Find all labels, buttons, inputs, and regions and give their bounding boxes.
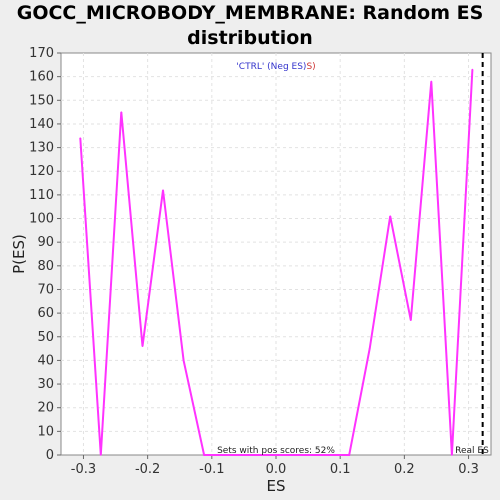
x-tick-label: -0.1 — [199, 462, 224, 477]
y-tick-label: 160 — [29, 70, 54, 85]
y-tick-label: 170 — [29, 46, 54, 61]
series-layer — [79, 53, 484, 456]
y-tick-label: 90 — [37, 235, 54, 250]
data-point — [348, 454, 350, 456]
x-axis-label: ES — [267, 477, 286, 495]
data-point — [224, 454, 227, 456]
data-point — [368, 347, 371, 350]
axes: 0 10 20 30 40 50 60 70 80 90 100 110 120 130 140 150 160… — [29, 46, 479, 477]
y-tick-label: 100 — [29, 212, 54, 227]
data-point — [79, 137, 82, 139]
x-tick-label: 0.2 — [394, 462, 415, 477]
legend-entry-suffix: S) — [306, 62, 315, 72]
data-point — [306, 454, 309, 456]
data-point — [203, 454, 205, 456]
data-point — [286, 454, 288, 456]
data-point — [327, 454, 329, 456]
y-tick-label: 130 — [29, 141, 54, 156]
x-tick-label: -0.2 — [135, 462, 160, 477]
x-tick-label: 0.3 — [458, 462, 479, 477]
data-point — [120, 111, 123, 113]
y-tick-label: 140 — [29, 117, 54, 132]
data-point — [162, 189, 164, 191]
data-point — [409, 319, 412, 322]
data-point — [245, 454, 247, 456]
data-point — [471, 68, 474, 71]
data-point — [430, 80, 433, 83]
data-point — [141, 345, 144, 348]
chart-title-line-2: distribution — [187, 27, 313, 49]
annotations: 'CTRL' (Neg ES)S) Sets with pos scores: … — [217, 62, 489, 456]
y-axis-label: P(ES) — [10, 234, 28, 274]
legend-entry-ctrl: 'CTRL' (Neg ES) — [236, 62, 306, 72]
x-tick-label: -0.3 — [71, 462, 96, 477]
data-point — [451, 454, 453, 456]
y-tick-label: 150 — [29, 93, 54, 108]
data-point — [99, 454, 102, 456]
y-tick-label: 70 — [37, 282, 54, 297]
legend: 'CTRL' (Neg ES)S) — [236, 62, 315, 72]
pos-scores-annotation: Sets with pos scores: 52% — [217, 446, 335, 456]
x-tick-label: 0.1 — [330, 462, 351, 477]
data-point — [182, 359, 185, 362]
series-line — [79, 69, 474, 456]
y-tick-label: 40 — [37, 353, 54, 368]
y-tick-label: 50 — [37, 330, 54, 345]
data-point — [265, 454, 268, 456]
y-tick-label: 60 — [37, 306, 54, 321]
y-tick-label: 120 — [29, 164, 54, 179]
y-tick-label: 80 — [37, 259, 54, 274]
grid — [61, 53, 491, 455]
chart-title-line-1: GOCC_MICROBODY_MEMBRANE: Random ES — [16, 2, 484, 24]
y-tick-label: 10 — [37, 424, 54, 439]
real-es-label: Real ES — [455, 446, 489, 456]
y-tick-label: 20 — [37, 401, 54, 416]
y-tick-label: 30 — [37, 377, 54, 392]
y-tick-label: 110 — [29, 188, 54, 203]
data-point — [389, 215, 392, 217]
x-tick-label: 0.0 — [266, 462, 287, 477]
y-tick-label: 0 — [46, 448, 54, 463]
